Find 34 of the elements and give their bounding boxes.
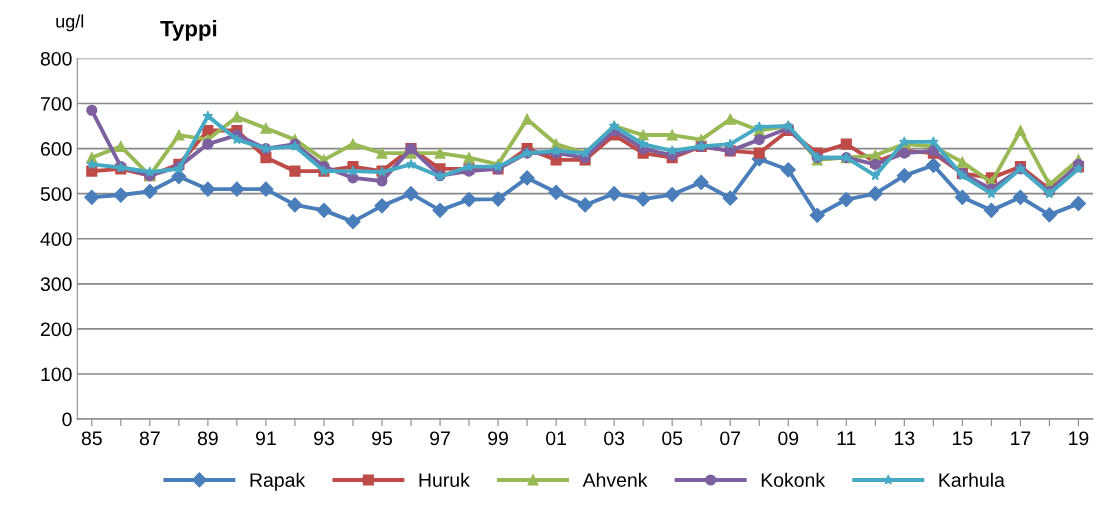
legend-label: Ahvenk — [582, 472, 648, 487]
x-tick-label: 89 — [197, 431, 218, 446]
x-tick-label: 91 — [256, 431, 276, 446]
y-tick-label: 100 — [41, 367, 72, 382]
y-tick-label: 200 — [40, 322, 72, 337]
y-tick-label: 0 — [62, 412, 72, 427]
x-tick-label: 93 — [314, 431, 334, 446]
x-tick-label: 15 — [953, 431, 973, 446]
x-tick-label: 05 — [662, 431, 683, 446]
x-tick-label: 17 — [1011, 431, 1031, 445]
x-tick-label: 11 — [837, 431, 856, 445]
x-tick-label: 19 — [1069, 431, 1089, 446]
legend-label: Huruk — [419, 472, 470, 487]
x-tick-label: 85 — [81, 431, 102, 446]
y-tick-label: 400 — [40, 232, 72, 246]
y-tick-label: 600 — [40, 142, 72, 156]
legend-label: Rapak — [250, 472, 306, 491]
chart-title: Typpi — [160, 20, 217, 41]
x-tick-label: 07 — [720, 431, 741, 446]
x-tick-label: 87 — [139, 431, 160, 446]
x-tick-label: 97 — [430, 431, 450, 446]
y-tick-label: 500 — [40, 187, 72, 201]
x-tick-label: 99 — [488, 431, 508, 446]
y-tick-label: 300 — [40, 277, 72, 292]
y-tick-label: 800 — [40, 51, 72, 66]
x-tick-label: 03 — [604, 431, 625, 446]
y-axis-title: ug/l — [56, 14, 84, 32]
x-tick-label: 13 — [895, 431, 915, 446]
x-tick-label: 95 — [372, 431, 392, 446]
x-tick-label: 09 — [778, 431, 799, 446]
y-tick-label: 700 — [40, 96, 72, 111]
x-tick-label: 01 — [546, 431, 566, 446]
legend-label: Karhula — [939, 472, 1005, 487]
legend-label: Kokonk — [761, 472, 826, 487]
